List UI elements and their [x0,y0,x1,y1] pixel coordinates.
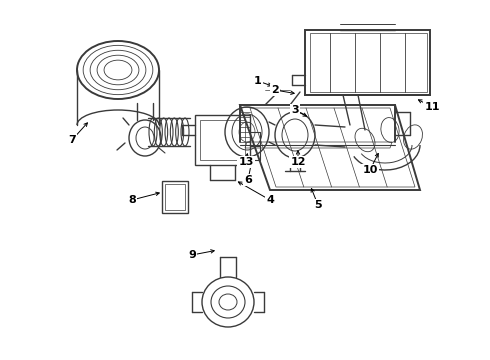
Text: 11: 11 [424,102,440,112]
Text: 7: 7 [68,135,76,145]
Text: 8: 8 [128,195,136,205]
Text: 6: 6 [244,175,252,185]
Text: 1: 1 [254,76,262,86]
Text: 10: 10 [362,165,378,175]
Text: 13: 13 [238,157,254,167]
Text: 2: 2 [271,85,279,95]
Text: 5: 5 [314,200,322,210]
Text: 4: 4 [266,195,274,205]
Text: 3: 3 [291,105,299,115]
Text: 12: 12 [290,157,306,167]
Text: 9: 9 [188,250,196,260]
